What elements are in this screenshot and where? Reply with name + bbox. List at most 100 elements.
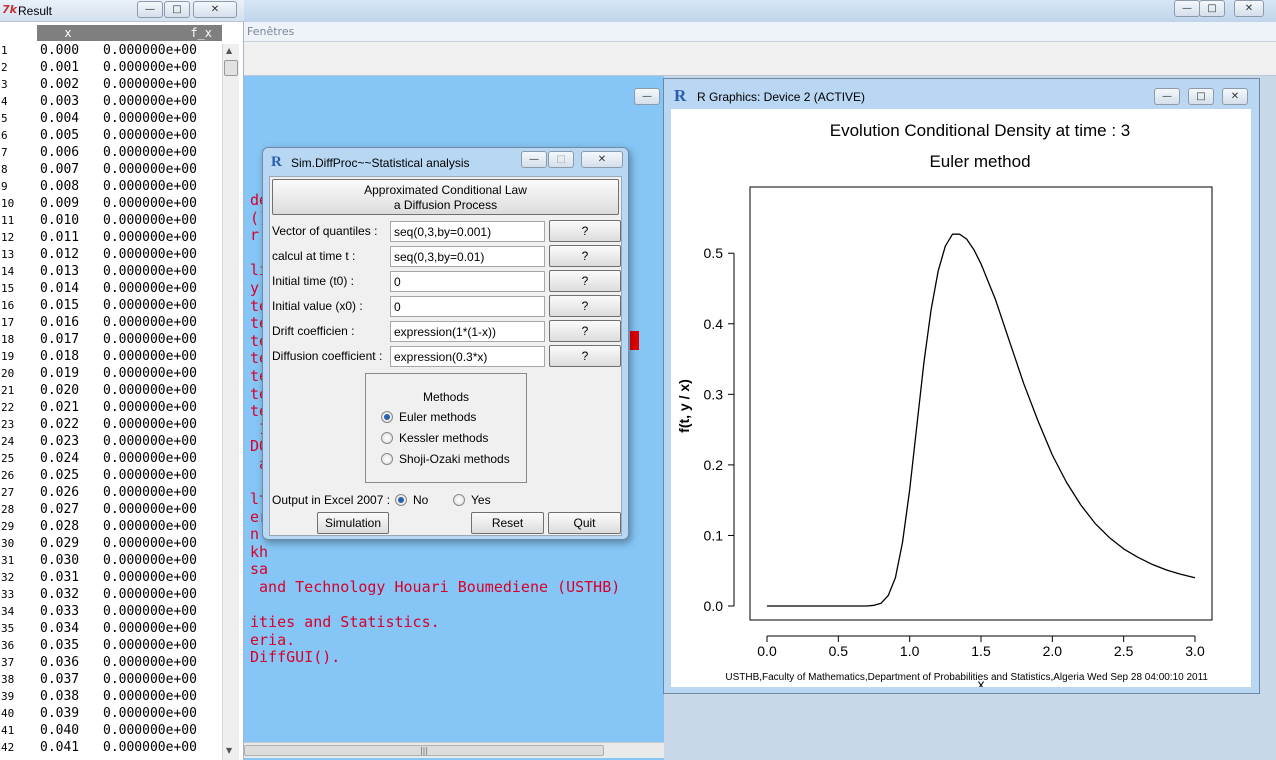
scroll-thumb[interactable]: ||| <box>244 745 604 756</box>
result-close-button[interactable]: ✕ <box>193 1 237 18</box>
cell-x: 0.009 <box>40 196 80 211</box>
quit-button[interactable]: Quit <box>548 512 621 534</box>
table-row[interactable]: 8 0.007 0.000000e+00 <box>0 161 222 178</box>
console-minimize-button[interactable]: — <box>634 88 660 105</box>
table-row[interactable]: 28 0.027 0.000000e+00 <box>0 501 222 518</box>
table-row[interactable]: 36 0.035 0.000000e+00 <box>0 637 222 654</box>
shoji-ozaki-radio[interactable] <box>381 453 393 465</box>
scroll-thumb[interactable] <box>224 60 238 76</box>
table-row[interactable]: 29 0.028 0.000000e+00 <box>0 518 222 535</box>
rgui-close-button[interactable]: ✕ <box>1234 0 1264 17</box>
table-row[interactable]: 2 0.001 0.000000e+00 <box>0 59 222 76</box>
table-row[interactable]: 42 0.041 0.000000e+00 <box>0 739 222 756</box>
cell-x: 0.022 <box>40 417 80 432</box>
table-row[interactable]: 30 0.029 0.000000e+00 <box>0 535 222 552</box>
simulation-button[interactable]: Simulation <box>317 512 389 534</box>
table-row[interactable]: 39 0.038 0.000000e+00 <box>0 688 222 705</box>
time-help-button[interactable]: ? <box>549 245 621 267</box>
table-row[interactable]: 24 0.023 0.000000e+00 <box>0 433 222 450</box>
dialog-minimize-button[interactable]: — <box>521 151 547 168</box>
table-row[interactable]: 26 0.025 0.000000e+00 <box>0 467 222 484</box>
console-horizontal-scrollbar[interactable]: ||| <box>244 742 664 758</box>
table-row[interactable]: 23 0.022 0.000000e+00 <box>0 416 222 433</box>
y-tick-label: 0.5 <box>704 245 724 261</box>
dialog-close-button[interactable]: ✕ <box>581 151 623 168</box>
table-row[interactable]: 10 0.009 0.000000e+00 <box>0 195 222 212</box>
table-row[interactable]: 37 0.036 0.000000e+00 <box>0 654 222 671</box>
graphics-close-button[interactable]: ✕ <box>1222 88 1248 105</box>
drift-input[interactable]: expression(1*(1-x)) <box>390 321 545 342</box>
rgui-minimize-button[interactable]: — <box>1174 0 1200 17</box>
table-row[interactable]: 3 0.002 0.000000e+00 <box>0 76 222 93</box>
result-table[interactable]: x f_x 1 0.000 0.000000e+00 2 0.001 0.000000e+… <box>0 25 222 760</box>
excel-yes-radio[interactable] <box>453 494 465 506</box>
table-row[interactable]: 27 0.026 0.000000e+00 <box>0 484 222 501</box>
table-row[interactable]: 19 0.018 0.000000e+00 <box>0 348 222 365</box>
table-row[interactable]: 21 0.020 0.000000e+00 <box>0 382 222 399</box>
table-row[interactable]: 6 0.005 0.000000e+00 <box>0 127 222 144</box>
table-row[interactable]: 34 0.033 0.000000e+00 <box>0 603 222 620</box>
table-row[interactable]: 16 0.015 0.000000e+00 <box>0 297 222 314</box>
table-row[interactable]: 20 0.019 0.000000e+00 <box>0 365 222 382</box>
table-row[interactable]: 22 0.021 0.000000e+00 <box>0 399 222 416</box>
cell-x: 0.005 <box>40 128 80 143</box>
dialog-maximize-button[interactable]: □ <box>548 151 574 168</box>
result-minimize-button[interactable]: — <box>137 1 163 18</box>
y-tick-label: 0.0 <box>704 598 724 614</box>
table-row[interactable]: 11 0.010 0.000000e+00 <box>0 212 222 229</box>
table-row[interactable]: 15 0.014 0.000000e+00 <box>0 280 222 297</box>
approx-conditional-law-button[interactable]: Approximated Conditional Law a Diffusion… <box>272 179 619 215</box>
euler-radio[interactable] <box>381 411 393 423</box>
row-number: 12 <box>0 229 36 246</box>
cell-f_x: 0.000000e+00 <box>103 315 197 330</box>
excel-no-label[interactable]: No <box>413 493 429 507</box>
excel-yes-label[interactable]: Yes <box>471 493 491 507</box>
t0-input[interactable]: 0 <box>390 271 545 292</box>
table-row[interactable]: 14 0.013 0.000000e+00 <box>0 263 222 280</box>
time-input[interactable]: seq(0,3,by=0.01) <box>390 246 545 267</box>
drift-help-button[interactable]: ? <box>549 320 621 342</box>
table-row[interactable]: 32 0.031 0.000000e+00 <box>0 569 222 586</box>
scroll-up-arrow-icon[interactable]: ▲ <box>226 46 233 55</box>
column-header-f_x[interactable]: f_x <box>99 25 222 41</box>
graphics-maximize-button[interactable]: □ <box>1188 88 1214 105</box>
table-row[interactable]: 38 0.037 0.000000e+00 <box>0 671 222 688</box>
diffusion-help-button[interactable]: ? <box>549 345 621 367</box>
table-row[interactable]: 31 0.030 0.000000e+00 <box>0 552 222 569</box>
quantiles-help-button[interactable]: ? <box>549 220 621 242</box>
graphics-minimize-button[interactable]: — <box>1154 88 1180 105</box>
cell-f_x: 0.000000e+00 <box>103 43 197 58</box>
table-row[interactable]: 18 0.017 0.000000e+00 <box>0 331 222 348</box>
x0-help-button[interactable]: ? <box>549 295 621 317</box>
table-row[interactable]: 4 0.003 0.000000e+00 <box>0 93 222 110</box>
table-row[interactable]: 41 0.040 0.000000e+00 <box>0 722 222 739</box>
table-row[interactable]: 9 0.008 0.000000e+00 <box>0 178 222 195</box>
table-row[interactable]: 7 0.006 0.000000e+00 <box>0 144 222 161</box>
kessler-radio[interactable] <box>381 432 393 444</box>
table-row[interactable]: 1 0.000 0.000000e+00 <box>0 42 222 59</box>
quantiles-input[interactable]: seq(0,3,by=0.001) <box>390 221 545 242</box>
table-row[interactable]: 40 0.039 0.000000e+00 <box>0 705 222 722</box>
x0-input[interactable]: 0 <box>390 296 545 317</box>
table-row[interactable]: 5 0.004 0.000000e+00 <box>0 110 222 127</box>
methods-title: Methods <box>422 390 470 404</box>
diffusion-input[interactable]: expression(0.3*x) <box>390 346 545 367</box>
result-maximize-button[interactable]: □ <box>164 1 190 18</box>
reset-button[interactable]: Reset <box>471 512 544 534</box>
table-row[interactable]: 33 0.032 0.000000e+00 <box>0 586 222 603</box>
euler-label[interactable]: Euler methods <box>399 410 477 424</box>
kessler-label[interactable]: Kessler methods <box>399 431 489 445</box>
result-vertical-scrollbar[interactable]: ▲ ▼ <box>222 44 239 760</box>
menu-fenetres[interactable]: Fenêtres <box>247 25 295 38</box>
table-row[interactable]: 12 0.011 0.000000e+00 <box>0 229 222 246</box>
scroll-down-arrow-icon[interactable]: ▼ <box>226 746 233 755</box>
rgui-maximize-button[interactable]: □ <box>1199 0 1225 17</box>
table-row[interactable]: 35 0.034 0.000000e+00 <box>0 620 222 637</box>
table-row[interactable]: 13 0.012 0.000000e+00 <box>0 246 222 263</box>
excel-no-radio[interactable] <box>395 494 407 506</box>
shoji-ozaki-label[interactable]: Shoji-Ozaki methods <box>399 452 510 466</box>
table-row[interactable]: 17 0.016 0.000000e+00 <box>0 314 222 331</box>
column-header-x[interactable]: x <box>37 25 99 41</box>
t0-help-button[interactable]: ? <box>549 270 621 292</box>
table-row[interactable]: 25 0.024 0.000000e+00 <box>0 450 222 467</box>
